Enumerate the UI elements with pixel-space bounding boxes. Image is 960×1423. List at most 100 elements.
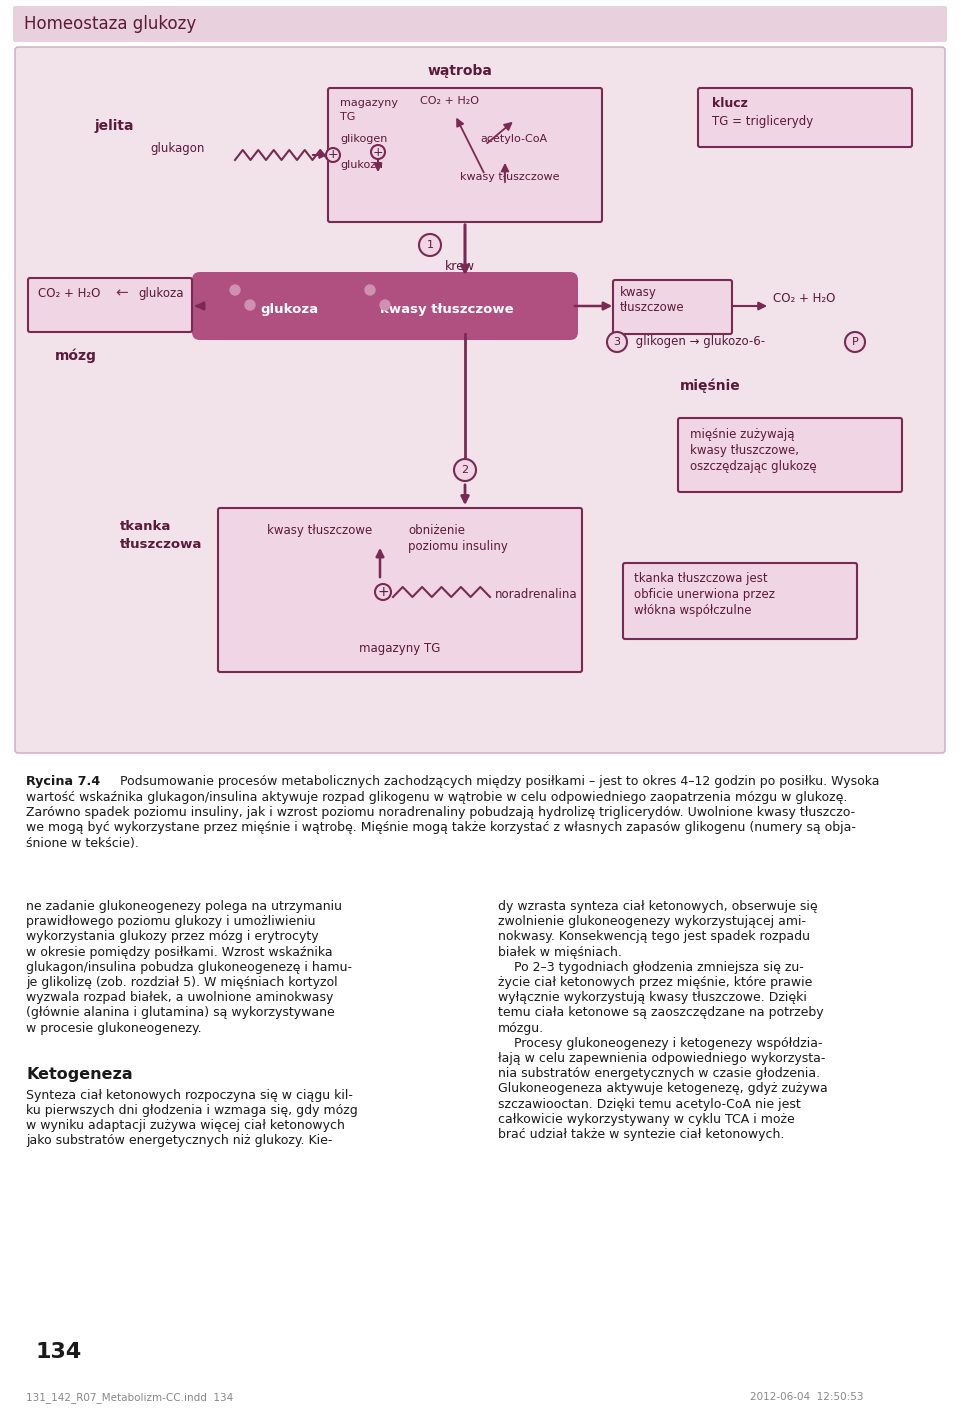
FancyBboxPatch shape — [218, 508, 582, 672]
Text: TG = triglicerydy: TG = triglicerydy — [712, 115, 813, 128]
Text: Procesy glukoneogenezy i ketogenezy współdzia-: Procesy glukoneogenezy i ketogenezy wspó… — [498, 1037, 823, 1050]
Text: śnione w tekście).: śnione w tekście). — [26, 837, 139, 850]
Text: kwasy tłuszczowe: kwasy tłuszczowe — [380, 303, 514, 316]
FancyBboxPatch shape — [328, 88, 602, 222]
Text: ne zadanie glukoneogenezy polega na utrzymaniu: ne zadanie glukoneogenezy polega na utrz… — [26, 899, 342, 914]
Circle shape — [371, 145, 385, 159]
Text: wątroba: wątroba — [427, 64, 492, 78]
Text: Homeostaza glukozy: Homeostaza glukozy — [24, 16, 196, 33]
Text: we mogą być wykorzystane przez mięśnie i wątrobę. Mięśnie mogą także korzystać z: we mogą być wykorzystane przez mięśnie i… — [26, 821, 856, 834]
Text: CO₂ + H₂O: CO₂ + H₂O — [38, 287, 101, 300]
Circle shape — [375, 583, 391, 601]
Text: 2012-06-04  12:50:53: 2012-06-04 12:50:53 — [750, 1392, 863, 1402]
Text: glukoza: glukoza — [260, 303, 318, 316]
Text: temu ciała ketonowe są zaoszczędzane na potrzeby: temu ciała ketonowe są zaoszczędzane na … — [498, 1006, 824, 1019]
Text: Podsumowanie procesów metabolicznych zachodzących między posiłkami – jest to okr: Podsumowanie procesów metabolicznych zac… — [116, 776, 879, 788]
Text: tkanka tłuszczowa jest: tkanka tłuszczowa jest — [634, 572, 768, 585]
Circle shape — [607, 332, 627, 351]
Text: jako substratów energetycznych niż glukozy. Kie-: jako substratów energetycznych niż gluko… — [26, 1134, 332, 1147]
Circle shape — [380, 300, 390, 310]
Text: poziomu insuliny: poziomu insuliny — [408, 539, 508, 554]
Text: życie ciał ketonowych przez mięśnie, które prawie: życie ciał ketonowych przez mięśnie, któ… — [498, 976, 812, 989]
Text: mózg: mózg — [55, 349, 97, 363]
Text: glukagon: glukagon — [150, 142, 204, 155]
Text: +: + — [327, 148, 338, 161]
Text: CO₂ + H₂O: CO₂ + H₂O — [420, 95, 479, 105]
Text: Po 2–3 tygodniach głodzenia zmniejsza się zu-: Po 2–3 tygodniach głodzenia zmniejsza si… — [498, 961, 804, 973]
Circle shape — [454, 460, 476, 481]
Text: kwasy tłuszczowe: kwasy tłuszczowe — [268, 524, 372, 536]
Text: (głównie alanina i glutamina) są wykorzystywane: (głównie alanina i glutamina) są wykorzy… — [26, 1006, 335, 1019]
Text: nokwasy. Konsekwencją tego jest spadek rozpadu: nokwasy. Konsekwencją tego jest spadek r… — [498, 931, 810, 943]
Text: TG: TG — [340, 112, 355, 122]
Text: obniżenie: obniżenie — [408, 524, 465, 536]
Text: +: + — [372, 145, 383, 158]
Text: magazyny: magazyny — [340, 98, 398, 108]
Text: je glikolizę (zob. rozdział 5). W mięśniach kortyzol: je glikolizę (zob. rozdział 5). W mięśni… — [26, 976, 338, 989]
Text: wyzwala rozpad białek, a uwolnione aminokwasy: wyzwala rozpad białek, a uwolnione amino… — [26, 992, 333, 1005]
Text: mięśnie zużywają: mięśnie zużywają — [690, 428, 795, 441]
Text: glukagon/insulina pobudza glukoneogenezę i hamu-: glukagon/insulina pobudza glukoneogenezę… — [26, 961, 352, 973]
Text: glukoza: glukoza — [340, 159, 383, 169]
Circle shape — [365, 285, 375, 295]
Text: klucz: klucz — [712, 97, 748, 110]
Text: wartość wskaźnika glukagon/insulina aktywuje rozpad glikogenu w wątrobie w celu : wartość wskaźnika glukagon/insulina akty… — [26, 791, 848, 804]
FancyBboxPatch shape — [15, 47, 945, 753]
Text: kwasy tłuszczowe: kwasy tłuszczowe — [460, 172, 560, 182]
Text: mózgu.: mózgu. — [498, 1022, 544, 1035]
Text: 1: 1 — [426, 240, 434, 250]
Text: w wyniku adaptacji zużywa więcej ciał ketonowych: w wyniku adaptacji zużywa więcej ciał ke… — [26, 1120, 345, 1133]
Text: włókna współczulne: włókna współczulne — [634, 603, 752, 618]
Text: prawidłowego poziomu glukozy i umożliwieniu: prawidłowego poziomu glukozy i umożliwie… — [26, 915, 316, 928]
Text: acetylo-CoA: acetylo-CoA — [480, 134, 547, 144]
FancyBboxPatch shape — [28, 277, 192, 332]
Text: 131_142_R07_Metabolizm-CC.indd  134: 131_142_R07_Metabolizm-CC.indd 134 — [26, 1392, 233, 1403]
Text: P: P — [852, 337, 858, 347]
Text: całkowicie wykorzystywany w cyklu TCA i może: całkowicie wykorzystywany w cyklu TCA i … — [498, 1113, 795, 1126]
Text: tłuszczowe: tłuszczowe — [620, 302, 684, 314]
Text: w procesie glukoneogenezy.: w procesie glukoneogenezy. — [26, 1022, 202, 1035]
Text: tłuszczowa: tłuszczowa — [120, 538, 203, 551]
FancyBboxPatch shape — [613, 280, 732, 334]
Text: jelita: jelita — [95, 120, 134, 132]
Text: 3: 3 — [613, 337, 620, 347]
FancyBboxPatch shape — [192, 272, 578, 340]
FancyBboxPatch shape — [678, 418, 902, 492]
Text: Ketogeneza: Ketogeneza — [26, 1067, 132, 1081]
Text: dy wzrasta synteza ciał ketonowych, obserwuje się: dy wzrasta synteza ciał ketonowych, obse… — [498, 899, 818, 914]
Text: tkanka: tkanka — [120, 519, 172, 534]
Text: ←: ← — [115, 285, 128, 300]
Text: mięśnie: mięśnie — [680, 379, 741, 393]
Text: oszczędzając glukozę: oszczędzając glukozę — [690, 460, 817, 472]
Text: glukoza: glukoza — [138, 287, 183, 300]
Text: +: + — [377, 585, 389, 599]
Circle shape — [845, 332, 865, 351]
Text: glikogen → glukozo-6-: glikogen → glukozo-6- — [632, 336, 765, 349]
Text: noradrenalina: noradrenalina — [495, 589, 578, 602]
Circle shape — [326, 148, 340, 162]
Text: Glukoneogeneza aktywuje ketogenezę, gdyż zużywa: Glukoneogeneza aktywuje ketogenezę, gdyż… — [498, 1083, 828, 1096]
Circle shape — [230, 285, 240, 295]
FancyBboxPatch shape — [623, 564, 857, 639]
Text: zwolnienie glukoneogenezy wykorzystującej ami-: zwolnienie glukoneogenezy wykorzystujące… — [498, 915, 806, 928]
Text: białek w mięśniach.: białek w mięśniach. — [498, 946, 622, 959]
Text: nia substratów energetycznych w czasie głodzenia.: nia substratów energetycznych w czasie g… — [498, 1067, 820, 1080]
Text: CO₂ + H₂O: CO₂ + H₂O — [773, 292, 835, 305]
Circle shape — [245, 300, 255, 310]
Text: Rycina 7.4: Rycina 7.4 — [26, 776, 100, 788]
Text: wykorzystania glukozy przez mózg i erytrocyty: wykorzystania glukozy przez mózg i erytr… — [26, 931, 319, 943]
Text: ku pierwszych dni głodzenia i wzmaga się, gdy mózg: ku pierwszych dni głodzenia i wzmaga się… — [26, 1104, 358, 1117]
Text: 134: 134 — [35, 1342, 82, 1362]
FancyBboxPatch shape — [13, 6, 947, 43]
Text: obficie unerwiona przez: obficie unerwiona przez — [634, 588, 775, 601]
FancyBboxPatch shape — [698, 88, 912, 147]
Text: w okresie pomiędzy posiłkami. Wzrost wskaźnika: w okresie pomiędzy posiłkami. Wzrost wsk… — [26, 946, 332, 959]
Text: Zarówno spadek poziomu insuliny, jak i wzrost poziomu noradrenaliny pobudzają hy: Zarówno spadek poziomu insuliny, jak i w… — [26, 805, 855, 820]
Text: brać udział także w syntezie ciał ketonowych.: brać udział także w syntezie ciał ketono… — [498, 1128, 784, 1141]
Circle shape — [419, 233, 441, 256]
Text: glikogen: glikogen — [340, 134, 388, 144]
Text: kwasy: kwasy — [620, 286, 657, 299]
Text: krew: krew — [444, 260, 475, 273]
Text: magazyny TG: magazyny TG — [359, 642, 441, 655]
Text: kwasy tłuszczowe,: kwasy tłuszczowe, — [690, 444, 799, 457]
